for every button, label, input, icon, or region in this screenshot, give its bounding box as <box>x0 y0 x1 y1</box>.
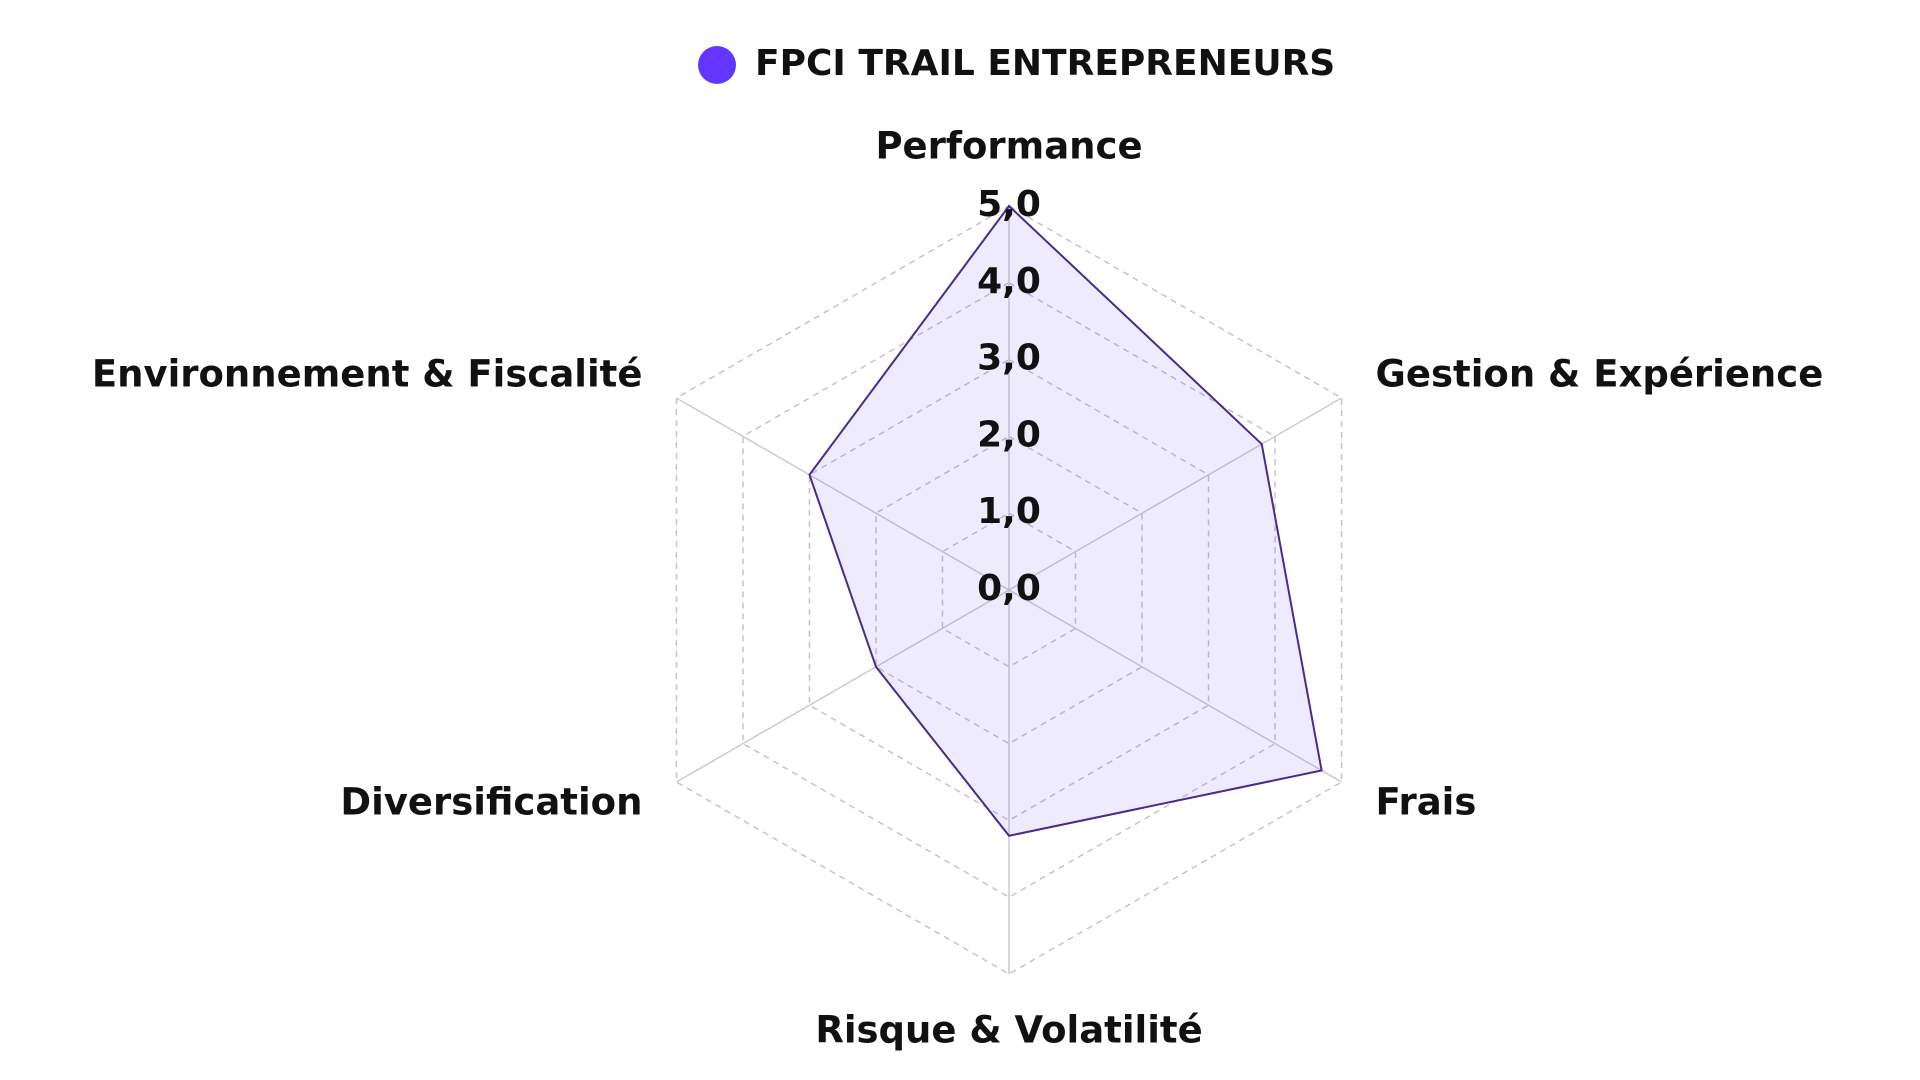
axis-label: Environnement & Fiscalité <box>92 353 643 396</box>
axis-label: Frais <box>1376 781 1477 824</box>
spoke <box>676 397 1010 591</box>
spoke <box>1008 589 1342 783</box>
tick-label: 1,0 <box>977 491 1041 532</box>
axis-label: Risque & Volatilité <box>815 1009 1202 1052</box>
tick-label: 0,0 <box>977 568 1041 609</box>
tick-label: 4,0 <box>977 261 1041 302</box>
tick-label: 3,0 <box>977 338 1041 379</box>
legend-marker <box>698 46 736 84</box>
tick-label: 5,0 <box>977 184 1041 225</box>
axis-label: Performance <box>875 125 1142 168</box>
spoke <box>676 589 1010 783</box>
radar-area <box>808 204 1323 837</box>
axis-label: Diversification <box>340 781 642 824</box>
legend-label: FPCI TRAIL ENTREPRENEURS <box>755 43 1335 84</box>
axis-label: Gestion & Expérience <box>1376 353 1824 396</box>
spoke <box>1008 397 1342 591</box>
tick-label: 2,0 <box>977 414 1041 455</box>
